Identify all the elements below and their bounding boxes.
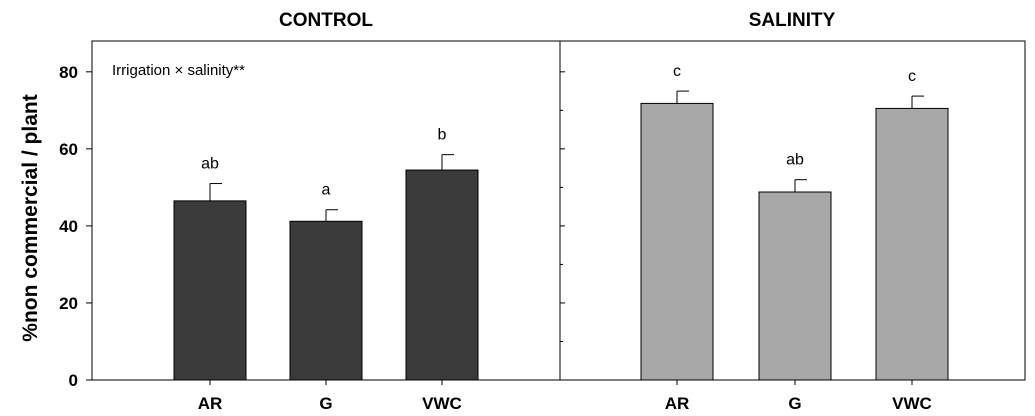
y-tick-label: 80 <box>59 63 78 82</box>
salinity-bar-vwc <box>875 107 949 381</box>
control-significance-vwc: b <box>438 127 447 144</box>
salinity-bars: c AR ab Gc VWC <box>640 63 949 413</box>
interaction-annotation: Irrigation × salinity** <box>112 62 245 79</box>
salinity-bar-ar <box>640 102 714 381</box>
salinity-panel-title: SALINITY <box>749 10 836 31</box>
y-tick-label: 40 <box>59 217 78 236</box>
control-bar-vwc <box>405 169 479 381</box>
y-tick-label: 60 <box>59 140 78 159</box>
salinity-category-label-g: G <box>788 394 801 413</box>
control-category-label-ar: AR <box>198 394 223 413</box>
control-bars: ab AR a Gb VWC <box>173 127 479 413</box>
y-tick-label: 0 <box>69 371 78 390</box>
salinity-category-label-vwc: VWC <box>892 394 932 413</box>
salinity-significance-ar: c <box>673 63 681 80</box>
control-category-label-vwc: VWC <box>422 394 462 413</box>
control-bar-ar <box>173 200 247 381</box>
control-category-label-g: G <box>319 394 332 413</box>
salinity-significance-g: ab <box>786 152 804 169</box>
control-significance-g: a <box>322 182 331 199</box>
control-bar-g <box>289 220 363 381</box>
control-panel-title: CONTROL <box>279 10 373 31</box>
control-significance-ar: ab <box>201 156 219 173</box>
salinity-bar-g <box>758 191 832 381</box>
salinity-significance-vwc: c <box>908 68 916 85</box>
salinity-category-label-ar: AR <box>665 394 690 413</box>
y-tick-label: 20 <box>59 294 78 313</box>
y-axis-label: %non commercial / plant <box>19 94 42 341</box>
y-axis: 0 20 40 60 80 <box>59 63 565 390</box>
